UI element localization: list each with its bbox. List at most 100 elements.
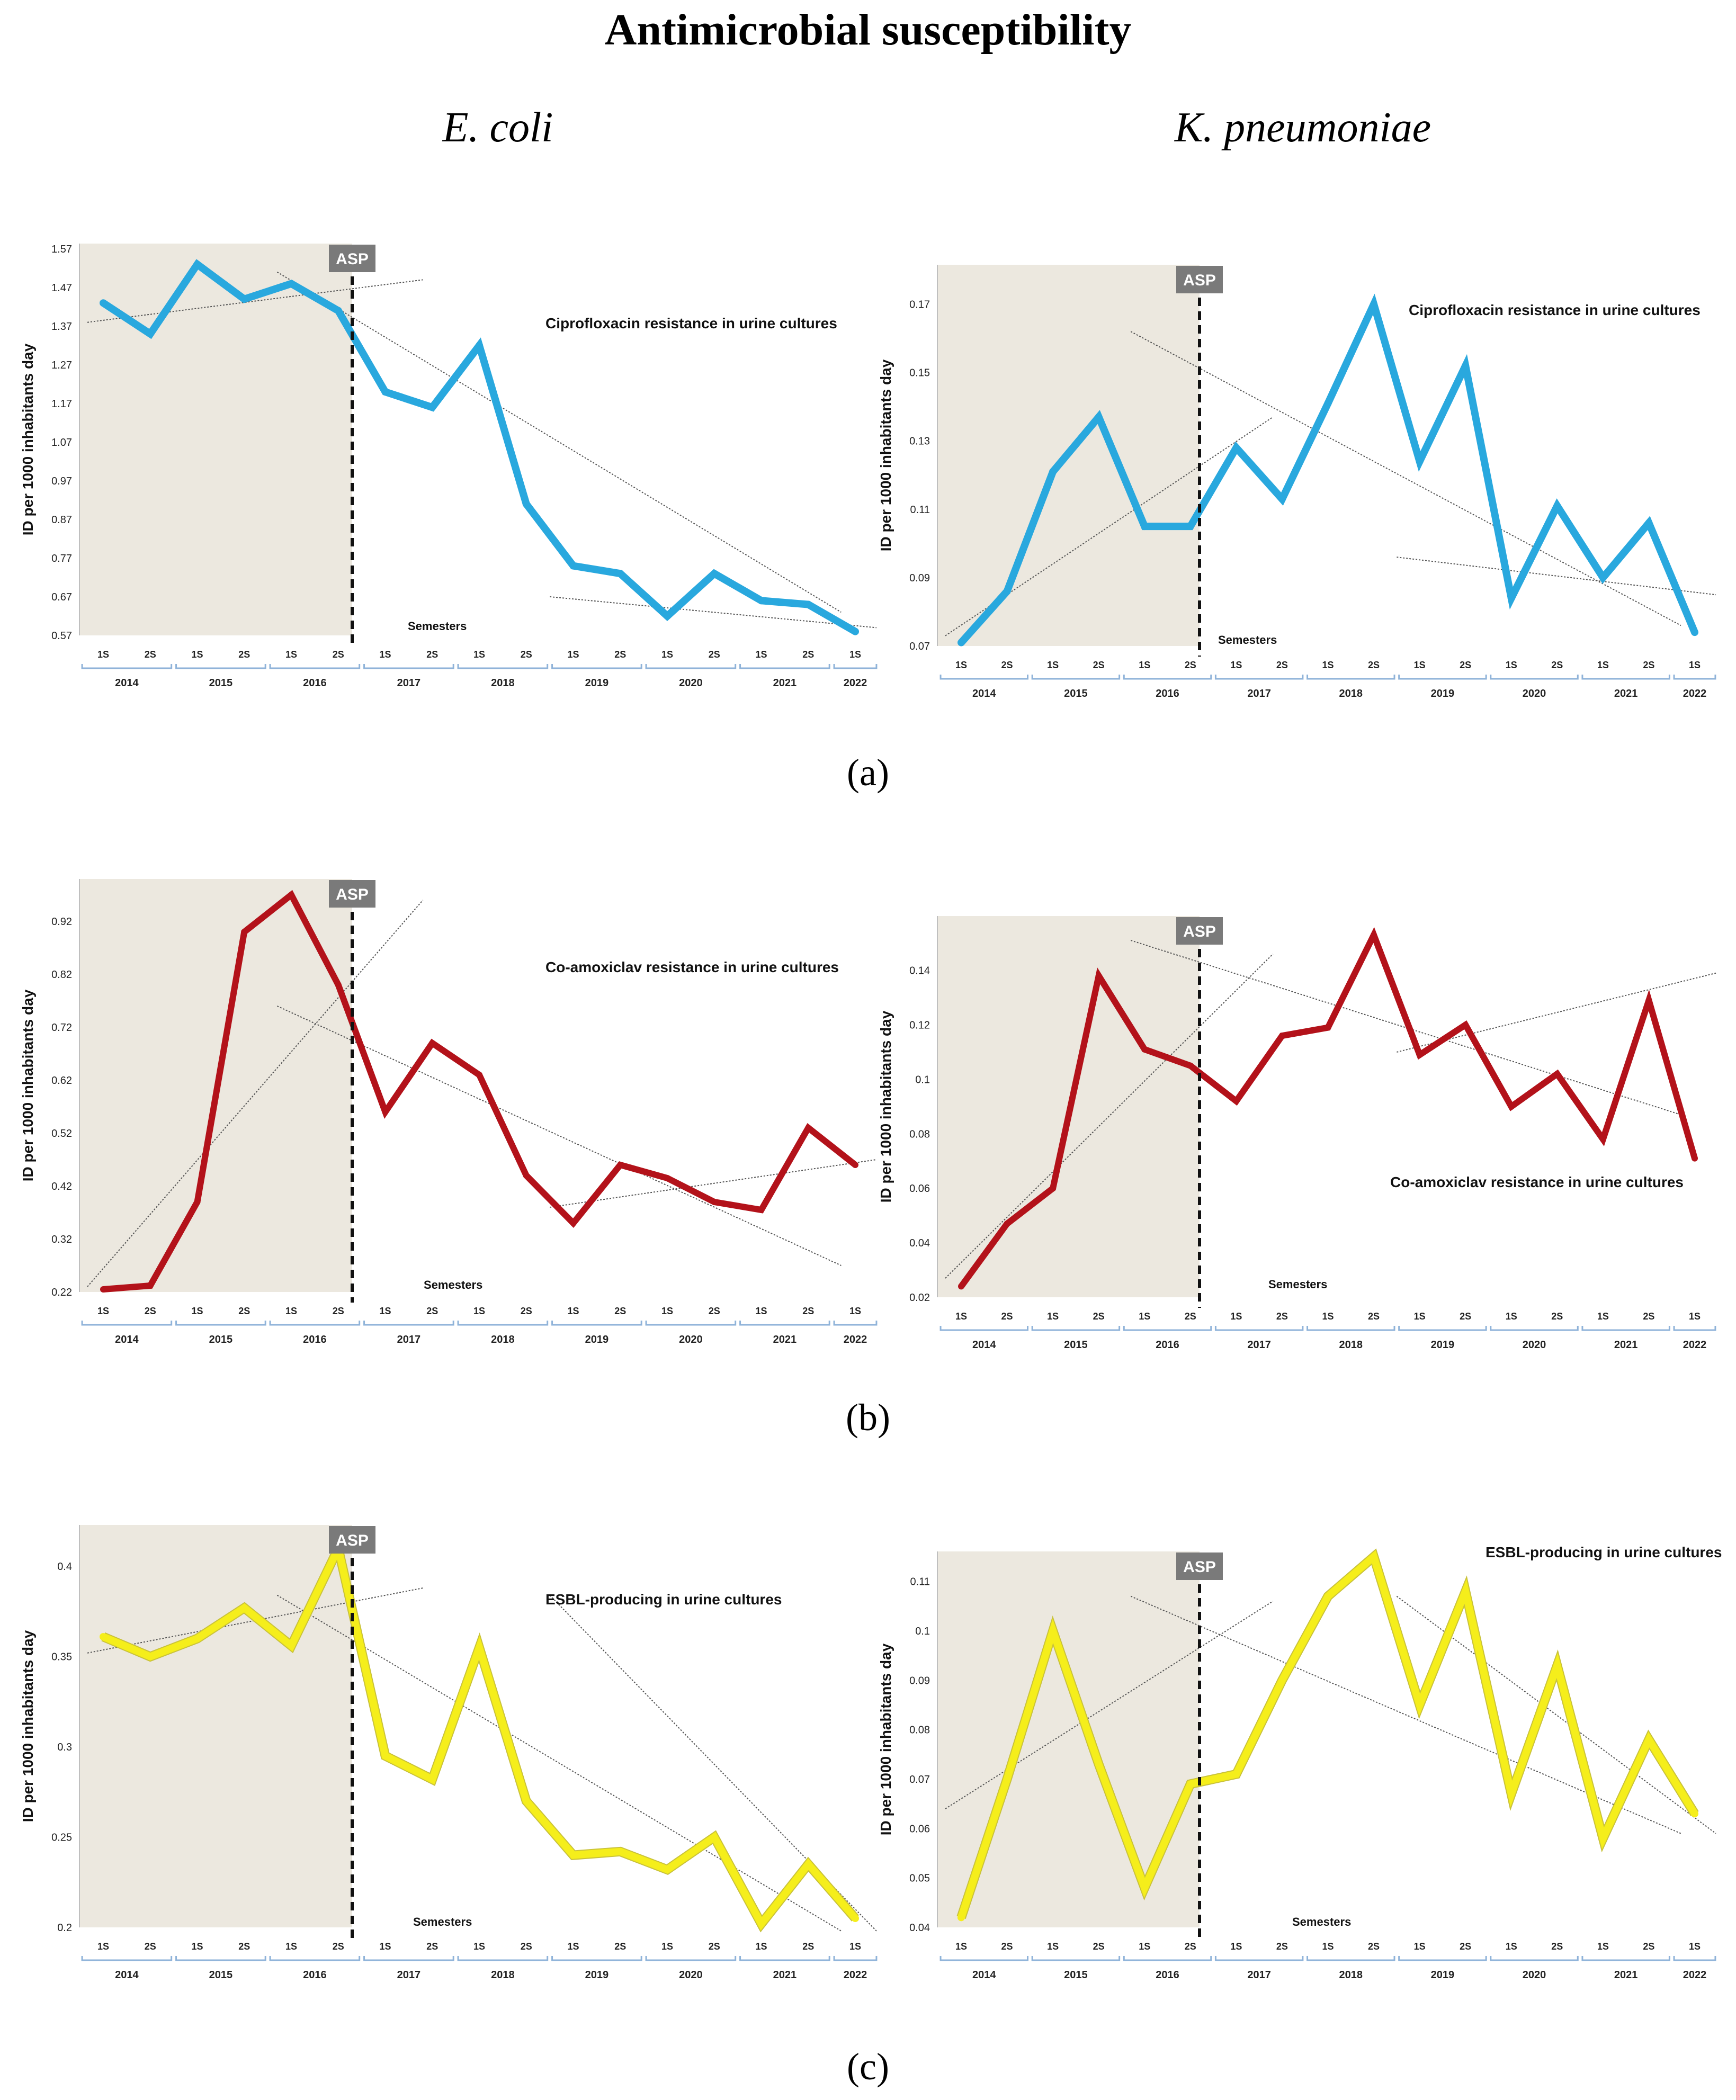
data-point: [1141, 1046, 1148, 1053]
data-point: [1553, 1662, 1561, 1670]
x-tick-label: 2S: [238, 649, 250, 660]
x-axis-title: Semesters: [413, 1915, 472, 1928]
x-tick-label: 2S: [145, 1941, 156, 1952]
year-label: 2020: [679, 677, 703, 689]
year-label: 2015: [209, 677, 233, 689]
year-bracket: [363, 664, 454, 669]
data-point: [664, 612, 671, 620]
data-points: [958, 931, 1698, 1290]
year-label: 2018: [491, 1969, 515, 1981]
data-point: [1416, 1052, 1423, 1058]
data-point: [1691, 629, 1698, 636]
figure-title: Antimicrobial susceptibility: [604, 5, 1132, 55]
data-point: [1049, 1627, 1057, 1635]
asp-label: ASP: [336, 886, 369, 903]
data-point: [1003, 587, 1011, 595]
asp-label-box: [1176, 917, 1223, 945]
data-point: [1692, 1155, 1698, 1162]
data-point: [1599, 1835, 1607, 1842]
data-point: [1278, 1676, 1286, 1684]
y-axis-label: ID per 1000 inhabitants day: [878, 1643, 894, 1835]
x-axis-semester-ticks: 1S 2S 1S 2S 1S 2S 1S 2S 1S 2S 1S 2S 1S 2S 1S 2S 1S: [97, 1941, 861, 1952]
x-tick-label: 2S: [614, 649, 626, 660]
x-tick-label: 1S: [1047, 1311, 1059, 1322]
asp-label-box: [1176, 266, 1223, 293]
year-bracket: [939, 675, 1029, 680]
data-point: [288, 280, 295, 288]
data-point: [429, 1040, 436, 1046]
data-point: [958, 639, 965, 647]
data-point: [240, 295, 248, 303]
trend-line-pre: [87, 900, 424, 1287]
x-axis-years: 2014 2015 2016 2017 2018 2019 2020 2021 2022: [81, 664, 878, 689]
y-tick-label: 0.4: [57, 1561, 72, 1573]
x-axis-title: Semesters: [408, 620, 467, 633]
data-point: [428, 403, 436, 411]
y-tick-label: 0.25: [51, 1832, 72, 1844]
data-point: [288, 1642, 295, 1650]
x-tick-label: 1S: [1230, 660, 1242, 670]
data-point: [1645, 997, 1652, 1004]
y-tick-label: 0.52: [51, 1128, 72, 1139]
year-label: 2019: [1431, 688, 1455, 699]
year-label: 2022: [1683, 1339, 1707, 1351]
data-point: [1095, 972, 1102, 979]
x-tick-label: 2S: [333, 1306, 344, 1316]
data-point: [523, 1172, 530, 1179]
chart-ecoli-esbl: 0.2 0.25 0.3 0.35 0.4 ID per 1000 inhabitants…: [20, 1525, 878, 1981]
year-label: 2021: [1614, 1339, 1638, 1351]
data-point: [1278, 1033, 1285, 1039]
year-bracket: [1581, 1326, 1670, 1331]
asp-label-box: [1176, 1552, 1223, 1580]
x-tick-label: 1S: [661, 1941, 673, 1952]
trend-line-post: [276, 1594, 842, 1932]
x-tick-label: 2S: [1368, 1941, 1380, 1952]
y-tick-label: 0.42: [51, 1181, 72, 1192]
data-point: [100, 1633, 107, 1641]
y-tick-label: 0.15: [909, 367, 930, 379]
year-bracket: [1031, 675, 1121, 680]
data-point: [1416, 457, 1424, 465]
x-tick-label: 1S: [1139, 1941, 1150, 1952]
data-point: [570, 1220, 577, 1226]
year-bracket: [1214, 1956, 1304, 1961]
y-tick-label: 0.04: [909, 1922, 930, 1934]
x-tick-label: 2S: [1460, 1941, 1471, 1952]
data-point: [194, 1199, 201, 1205]
x-tick-label: 1S: [1597, 1311, 1609, 1322]
year-bracket: [551, 1321, 642, 1326]
x-tick-label: 1S: [1230, 1311, 1242, 1322]
x-tick-label: 2S: [426, 1941, 438, 1952]
y-tick-label: 0.02: [909, 1292, 930, 1304]
x-tick-label: 1S: [285, 1306, 297, 1316]
x-axis-semester-ticks: 1S 2S 1S 2S 1S 2S 1S 2S 1S 2S 1S 2S 1S 2S 1S 2S 1S: [955, 660, 1701, 670]
x-tick-label: 2S: [802, 649, 814, 660]
year-label: 2017: [397, 677, 421, 689]
year-label: 2016: [1156, 1969, 1179, 1981]
asp-label: ASP: [336, 1532, 369, 1549]
x-tick-label: 2S: [1001, 1311, 1013, 1322]
year-label: 2014: [972, 688, 996, 699]
x-tick-label: 2S: [1093, 660, 1105, 670]
x-axis-title: Semesters: [424, 1278, 482, 1291]
year-bracket: [1581, 1956, 1670, 1961]
x-tick-label: 2S: [1460, 1311, 1471, 1322]
data-point: [1416, 1701, 1424, 1709]
year-bracket: [833, 1321, 878, 1326]
y-tick-label: 0.09: [909, 1675, 930, 1686]
chart-kpneumoniae-coamoxiclav: 0.02 0.04 0.06 0.08 0.1 0.12 0.14 ID per 1000 i…: [878, 916, 1716, 1351]
data-point: [805, 1125, 812, 1131]
data-point: [1232, 1770, 1240, 1778]
trend-line-pre: [945, 954, 1274, 1279]
data-point: [1186, 1780, 1194, 1788]
y-axis-label: ID per 1000 inhabitants day: [878, 359, 894, 551]
y-tick-label: 0.09: [909, 572, 930, 584]
y-tick-label: 0.87: [51, 514, 72, 526]
year-label: 2019: [585, 677, 609, 689]
data-point: [710, 570, 718, 578]
trend-lines: [87, 271, 877, 629]
x-tick-label: 2S: [1185, 1941, 1196, 1952]
y-tick-label: 0.32: [51, 1234, 72, 1245]
data-point: [1049, 468, 1057, 475]
x-tick-label: 2S: [614, 1306, 626, 1316]
